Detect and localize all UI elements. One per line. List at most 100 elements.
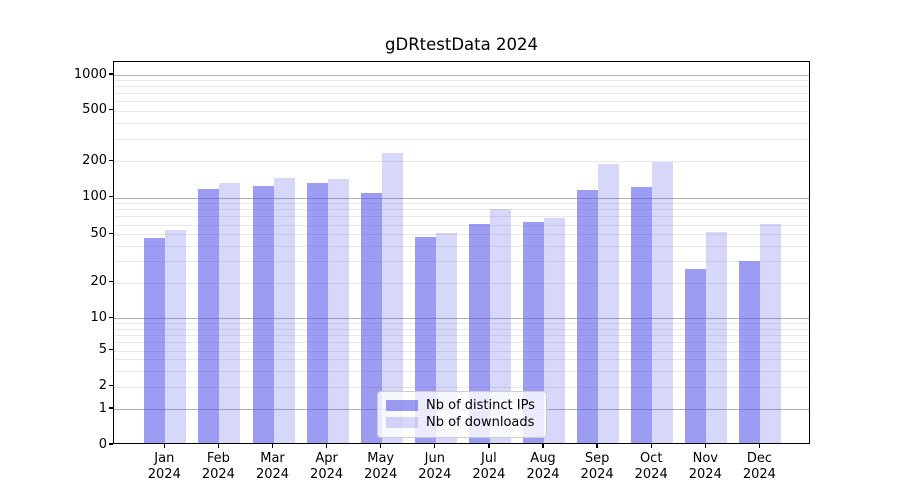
bar-distinct-ips-aug	[523, 221, 544, 443]
gridline-minor	[114, 350, 809, 352]
bar-downloads-sep	[598, 163, 620, 443]
gridline-major	[114, 197, 809, 199]
y-tick-label: 100	[82, 189, 107, 205]
gridline-minor	[114, 234, 809, 236]
legend: Nb of distinct IPs Nb of downloads	[377, 391, 547, 438]
x-tick-label: Oct 2024	[634, 451, 668, 482]
y-tick-label: 50	[90, 225, 107, 241]
y-tick-label: 0	[98, 436, 107, 452]
bar-distinct-ips-sep	[577, 190, 599, 443]
bar-downloads-apr	[327, 179, 349, 443]
y-tick-mark	[109, 73, 113, 75]
x-tick-mark	[325, 444, 328, 448]
x-tick-label: May 2024	[364, 451, 398, 482]
gridline-minor	[114, 261, 809, 263]
bar-downloads-jun	[435, 233, 457, 443]
gridline-major	[114, 75, 809, 76]
gridline-minor	[114, 359, 809, 361]
y-tick-mark	[109, 385, 113, 387]
x-tick-mark	[704, 444, 706, 448]
x-tick-mark	[650, 444, 652, 448]
bar-distinct-ips-may	[360, 193, 382, 443]
gridline-minor	[114, 86, 809, 88]
x-tick-label: Jul 2024	[472, 451, 506, 482]
gridline-minor	[114, 328, 809, 330]
legend-item: Nb of downloads	[378, 414, 546, 431]
legend-label: Nb of downloads	[426, 415, 535, 430]
y-tick-mark	[109, 109, 113, 111]
x-tick-mark	[434, 444, 436, 448]
gridline-minor	[114, 246, 809, 248]
bar-distinct-ips-oct	[631, 186, 653, 443]
y-tick-mark	[109, 316, 113, 318]
bar-distinct-ips-nov	[685, 268, 707, 443]
gridline-minor	[114, 203, 809, 205]
y-tick-label: 500	[82, 102, 107, 118]
gridline-minor	[114, 282, 809, 284]
bar-downloads-aug	[544, 217, 565, 443]
y-tick-mark	[109, 232, 113, 234]
y-tick-mark	[109, 195, 113, 198]
bar-downloads-may	[381, 152, 403, 443]
x-tick-label: Mar 2024	[255, 451, 290, 482]
gridline-minor	[114, 80, 809, 82]
x-tick-label: Sep 2024	[580, 451, 614, 482]
x-tick-mark	[488, 444, 490, 448]
chart-title: gDRtestData 2024	[385, 35, 538, 54]
y-tick-label: 200	[82, 152, 107, 168]
x-tick-label: Nov 2024	[688, 451, 722, 482]
x-tick-mark	[758, 444, 761, 448]
gridline-major	[114, 318, 809, 320]
bar-downloads-oct	[652, 161, 674, 443]
bar-distinct-ips-mar	[252, 186, 274, 443]
x-tick-mark	[380, 444, 382, 448]
bar-downloads-feb	[219, 183, 241, 443]
gridline-minor	[114, 216, 809, 218]
legend-item: Nb of distinct IPs	[378, 397, 546, 414]
bar-distinct-ips-apr	[306, 183, 328, 443]
x-tick-label: Feb 2024	[201, 451, 235, 482]
gridline-minor	[114, 101, 809, 103]
legend-swatch-downloads	[386, 417, 418, 428]
bar-distinct-ips-jan	[144, 237, 166, 443]
legend-label: Nb of distinct IPs	[426, 398, 535, 413]
bar-distinct-ips-feb	[198, 188, 220, 443]
gridline-minor	[114, 386, 809, 388]
y-tick-mark	[109, 281, 113, 283]
x-tick-label: Jan 2024	[147, 451, 181, 482]
y-tick-label: 10	[90, 309, 107, 325]
gridline-minor	[114, 323, 809, 325]
x-tick-label: Apr 2024	[310, 451, 344, 482]
bar-downloads-dec	[760, 224, 782, 443]
y-tick-label: 2	[98, 378, 107, 394]
gridline-minor	[114, 370, 809, 372]
x-tick-label: Jun 2024	[418, 451, 452, 482]
x-tick-label: Dec 2024	[742, 451, 776, 482]
y-tick-label: 1000	[73, 66, 107, 82]
bar-distinct-ips-jul	[468, 224, 490, 443]
gridline-minor	[114, 93, 809, 95]
gridline-minor	[114, 334, 809, 336]
y-tick-label: 5	[98, 342, 107, 358]
y-tick-mark	[109, 349, 113, 351]
x-tick-mark	[217, 444, 220, 448]
x-tick-mark	[596, 444, 598, 448]
gridline-minor	[114, 342, 809, 344]
x-tick-mark	[271, 444, 274, 448]
x-tick-mark	[163, 444, 165, 448]
y-tick-label: 20	[90, 274, 107, 290]
plot-area	[113, 61, 810, 444]
gridline-minor	[114, 209, 809, 211]
bar-distinct-ips-dec	[739, 261, 761, 443]
y-tick-label: 1	[98, 400, 107, 416]
x-tick-label: Aug 2024	[526, 451, 560, 482]
y-tick-mark	[109, 443, 113, 445]
bar-downloads-nov	[706, 232, 728, 443]
bar-downloads-mar	[273, 177, 295, 443]
gridline-minor	[114, 122, 809, 124]
gridline-minor	[114, 110, 809, 112]
gridline-minor	[114, 224, 809, 226]
gridline-minor	[114, 138, 809, 140]
gridline-minor	[114, 161, 809, 163]
